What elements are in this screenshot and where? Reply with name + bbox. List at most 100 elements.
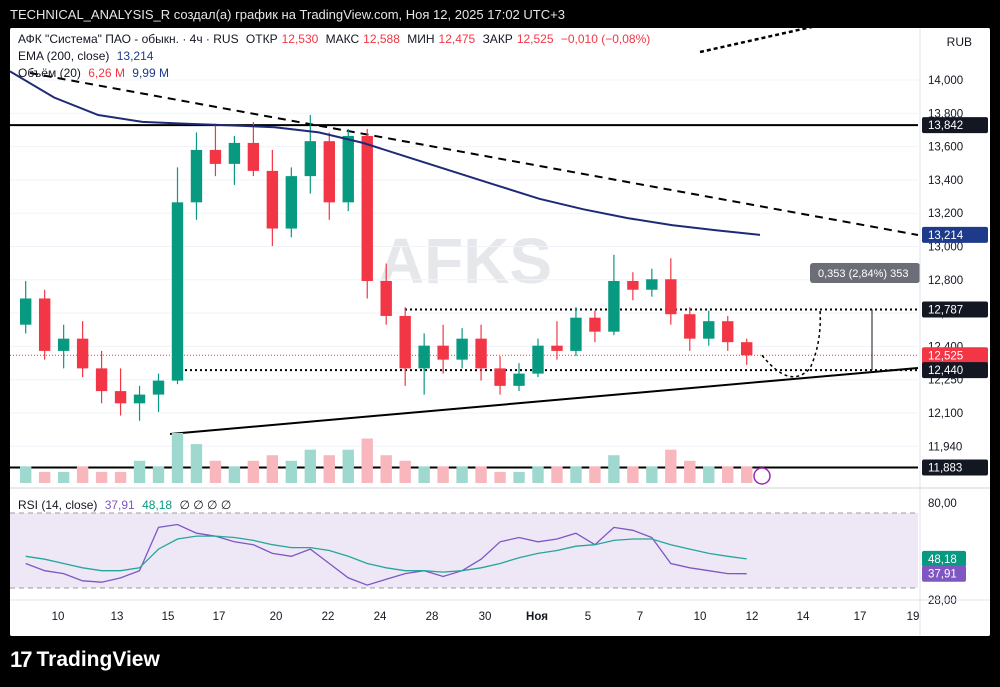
time-tick-label: 30 — [479, 611, 492, 623]
price-tick-label: 13,000 — [928, 242, 963, 254]
price-marker — [922, 117, 988, 134]
volume-bar — [361, 438, 373, 483]
candle-body — [532, 345, 544, 374]
volume-bar — [76, 466, 89, 483]
price-marker-label: 12,525 — [928, 350, 963, 362]
candle-body — [342, 135, 354, 203]
volume-legend[interactable]: Объём (20) 6,26 M 9,99 M — [18, 66, 173, 80]
close-label: ЗАКР — [482, 32, 513, 46]
volume-bar — [589, 466, 601, 483]
tradingview-logo-icon: 17 — [10, 647, 33, 672]
rsi-legend[interactable]: RSI (14, close) 37,91 48,18 ∅ ∅ ∅ ∅ — [18, 498, 235, 512]
candle-body — [456, 338, 468, 360]
rsi-line — [25, 523, 747, 586]
time-tick-label: 19 — [907, 611, 920, 623]
time-tick-label: 7 — [637, 611, 643, 623]
volume-bar — [551, 466, 563, 483]
time-tick-label: 10 — [52, 611, 65, 623]
rsi-ma-line — [25, 535, 747, 573]
ema-legend[interactable]: EMA (200, close) 13,214 — [18, 49, 157, 63]
time-tick-label: 14 — [797, 611, 810, 623]
measure-label: 0,353 (2,84%) 353 — [818, 268, 909, 280]
time-tick-label: 20 — [270, 611, 283, 623]
volume-bar — [665, 449, 677, 483]
rsi-extra: ∅ ∅ ∅ ∅ — [179, 498, 232, 512]
alert-bolt-icon — [753, 467, 771, 485]
brand-name: TradingView — [36, 648, 160, 671]
volume-bar — [608, 455, 620, 483]
time-tick-label: 5 — [585, 611, 591, 623]
volume-bar — [380, 455, 392, 483]
price-marker-label: 11,883 — [928, 462, 962, 474]
volume-bar — [456, 466, 468, 483]
volume-value: 6,26 M — [88, 66, 125, 80]
candle-body — [570, 317, 582, 351]
volume-bar — [494, 471, 506, 483]
low-value: 12,475 — [438, 32, 476, 46]
price-tick-label: 13,400 — [928, 175, 963, 187]
window-title: TECHNICAL_ANALYSIS_R создал(а) график на… — [10, 7, 565, 22]
price-tick-label: 12,100 — [928, 408, 963, 420]
volume-bar — [627, 466, 639, 483]
candle-body — [399, 315, 411, 369]
upper-dotted-trendline — [699, 28, 813, 54]
change-value: −0,010 (−0,08%) — [560, 32, 651, 46]
price-tick-label: 13,200 — [928, 208, 963, 220]
volume-bar — [133, 460, 146, 483]
volume-bar — [247, 460, 260, 483]
candle-body — [741, 342, 753, 356]
symbol-label[interactable]: АФК "Система" ПАО - обыкн. · 4ч · RUS — [18, 32, 239, 46]
candle-body — [551, 345, 563, 351]
volume-bar — [437, 466, 449, 483]
ohlc-legend: АФК "Система" ПАО - обыкн. · 4ч · RUS ОТ… — [18, 32, 654, 46]
volume-bar — [190, 444, 203, 483]
chart-panel[interactable]: AFKS 14,000 13,800 13,600 13,400 13,200 13,000… — [10, 28, 990, 636]
price-marker-label: 12,787 — [928, 304, 963, 316]
currency-label[interactable]: RUB — [946, 35, 972, 49]
close-value: 12,525 — [516, 32, 554, 46]
candle-body — [133, 394, 146, 404]
volume-bar — [304, 449, 316, 483]
ema-200-line — [10, 70, 761, 236]
measure-label-box — [810, 263, 920, 283]
price-marker — [922, 362, 988, 379]
price-marker — [922, 301, 988, 318]
time-tick-label: 17 — [213, 611, 226, 623]
volume-bar — [684, 460, 696, 483]
candle-body — [684, 314, 696, 339]
projected-path — [761, 309, 822, 378]
candle-body — [646, 279, 658, 290]
volume-bar — [703, 466, 715, 483]
candle-body — [38, 298, 51, 351]
candle-body — [209, 149, 222, 164]
price-tick-label: 13,600 — [928, 142, 963, 154]
rsi-value: 37,91 — [104, 498, 135, 512]
volume-ma-value: 9,99 M — [132, 66, 169, 80]
volume-bar — [38, 471, 51, 483]
time-tick-label: 10 — [694, 611, 707, 623]
volume-bar — [475, 466, 487, 483]
candle-body — [418, 345, 430, 369]
price-marker-label: 13,842 — [928, 120, 963, 132]
price-marker — [922, 226, 988, 243]
footer: 17 TradingView — [10, 642, 160, 678]
ema-label: EMA (200, close) — [18, 49, 110, 63]
candle-body — [361, 135, 373, 281]
chart-canvas[interactable]: AFKS14,00013,80013,60013,40013,20013,000… — [10, 28, 990, 636]
candle-body — [665, 279, 677, 315]
time-tick-label: 17 — [854, 611, 867, 623]
open-value: 12,530 — [281, 32, 319, 46]
rsi-marker — [922, 565, 966, 582]
candle-body — [190, 149, 203, 203]
volume-bar — [114, 471, 127, 483]
volume-bar — [57, 471, 70, 483]
candle-body — [589, 317, 601, 332]
time-tick-label: 28 — [426, 611, 439, 623]
rsi-marker-label: 48,18 — [928, 554, 957, 566]
symbol-watermark: AFKS — [378, 225, 552, 297]
price-marker-label: 13,214 — [928, 230, 964, 242]
volume-bar — [646, 466, 658, 483]
candle-body — [171, 202, 184, 381]
candle-body — [627, 280, 639, 290]
